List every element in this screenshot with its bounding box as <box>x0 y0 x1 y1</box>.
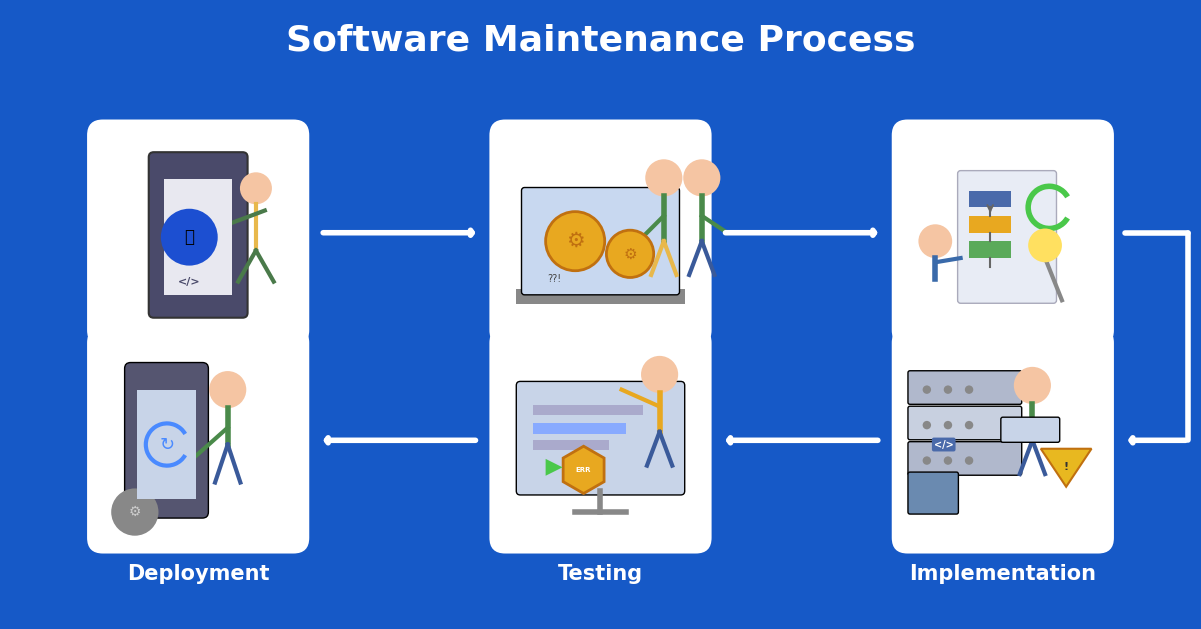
Bar <box>137 389 196 499</box>
Circle shape <box>922 457 931 465</box>
Circle shape <box>209 371 246 408</box>
FancyBboxPatch shape <box>908 370 1022 404</box>
Circle shape <box>922 386 931 394</box>
Text: 👍: 👍 <box>184 228 195 246</box>
FancyBboxPatch shape <box>490 327 711 554</box>
FancyBboxPatch shape <box>490 120 711 346</box>
FancyBboxPatch shape <box>891 120 1113 346</box>
FancyBboxPatch shape <box>88 327 310 554</box>
Bar <box>533 423 626 433</box>
Circle shape <box>964 386 973 394</box>
Bar <box>969 216 1011 233</box>
Circle shape <box>112 489 159 536</box>
FancyBboxPatch shape <box>908 406 1022 440</box>
Circle shape <box>161 209 217 265</box>
Circle shape <box>964 421 973 430</box>
Bar <box>516 289 685 304</box>
Circle shape <box>919 225 952 258</box>
FancyBboxPatch shape <box>521 187 680 295</box>
Circle shape <box>922 421 931 430</box>
Text: Implementation: Implementation <box>909 564 1097 584</box>
Polygon shape <box>545 459 562 476</box>
Polygon shape <box>1041 448 1092 487</box>
Circle shape <box>1014 367 1051 404</box>
FancyBboxPatch shape <box>957 170 1057 303</box>
Bar <box>969 241 1011 258</box>
Circle shape <box>607 230 653 277</box>
Bar <box>165 179 232 295</box>
Circle shape <box>944 386 952 394</box>
Circle shape <box>641 356 679 393</box>
Circle shape <box>683 159 721 196</box>
Text: ↻: ↻ <box>160 435 174 454</box>
Circle shape <box>944 421 952 430</box>
Text: !: ! <box>1064 462 1069 472</box>
FancyBboxPatch shape <box>88 120 310 346</box>
FancyBboxPatch shape <box>125 362 209 518</box>
Text: Issue
Identification: Issue Identification <box>119 356 277 401</box>
FancyBboxPatch shape <box>516 381 685 495</box>
FancyBboxPatch shape <box>908 442 1022 476</box>
FancyBboxPatch shape <box>908 472 958 514</box>
FancyBboxPatch shape <box>149 152 247 318</box>
Bar <box>533 440 609 450</box>
Circle shape <box>944 457 952 465</box>
Text: ⚙: ⚙ <box>566 231 585 251</box>
Text: </>: </> <box>934 440 954 450</box>
Text: ⚙: ⚙ <box>129 505 141 519</box>
Circle shape <box>964 457 973 465</box>
Circle shape <box>545 211 605 270</box>
Text: Planning: Planning <box>951 356 1054 376</box>
FancyBboxPatch shape <box>1000 417 1059 442</box>
Text: Software Maintenance Process: Software Maintenance Process <box>286 24 915 58</box>
Text: Testing: Testing <box>558 564 643 584</box>
Circle shape <box>645 159 682 196</box>
Circle shape <box>1028 228 1062 262</box>
FancyBboxPatch shape <box>891 327 1113 554</box>
Text: ERR: ERR <box>575 467 591 473</box>
Text: ⚙: ⚙ <box>623 247 637 261</box>
Bar <box>969 191 1011 208</box>
Text: </>: </> <box>178 277 201 287</box>
Circle shape <box>240 172 271 204</box>
Bar <box>533 405 643 415</box>
Text: Deployment: Deployment <box>127 564 269 584</box>
Text: ??!: ??! <box>546 274 561 284</box>
Text: Evaluation: Evaluation <box>538 356 663 376</box>
